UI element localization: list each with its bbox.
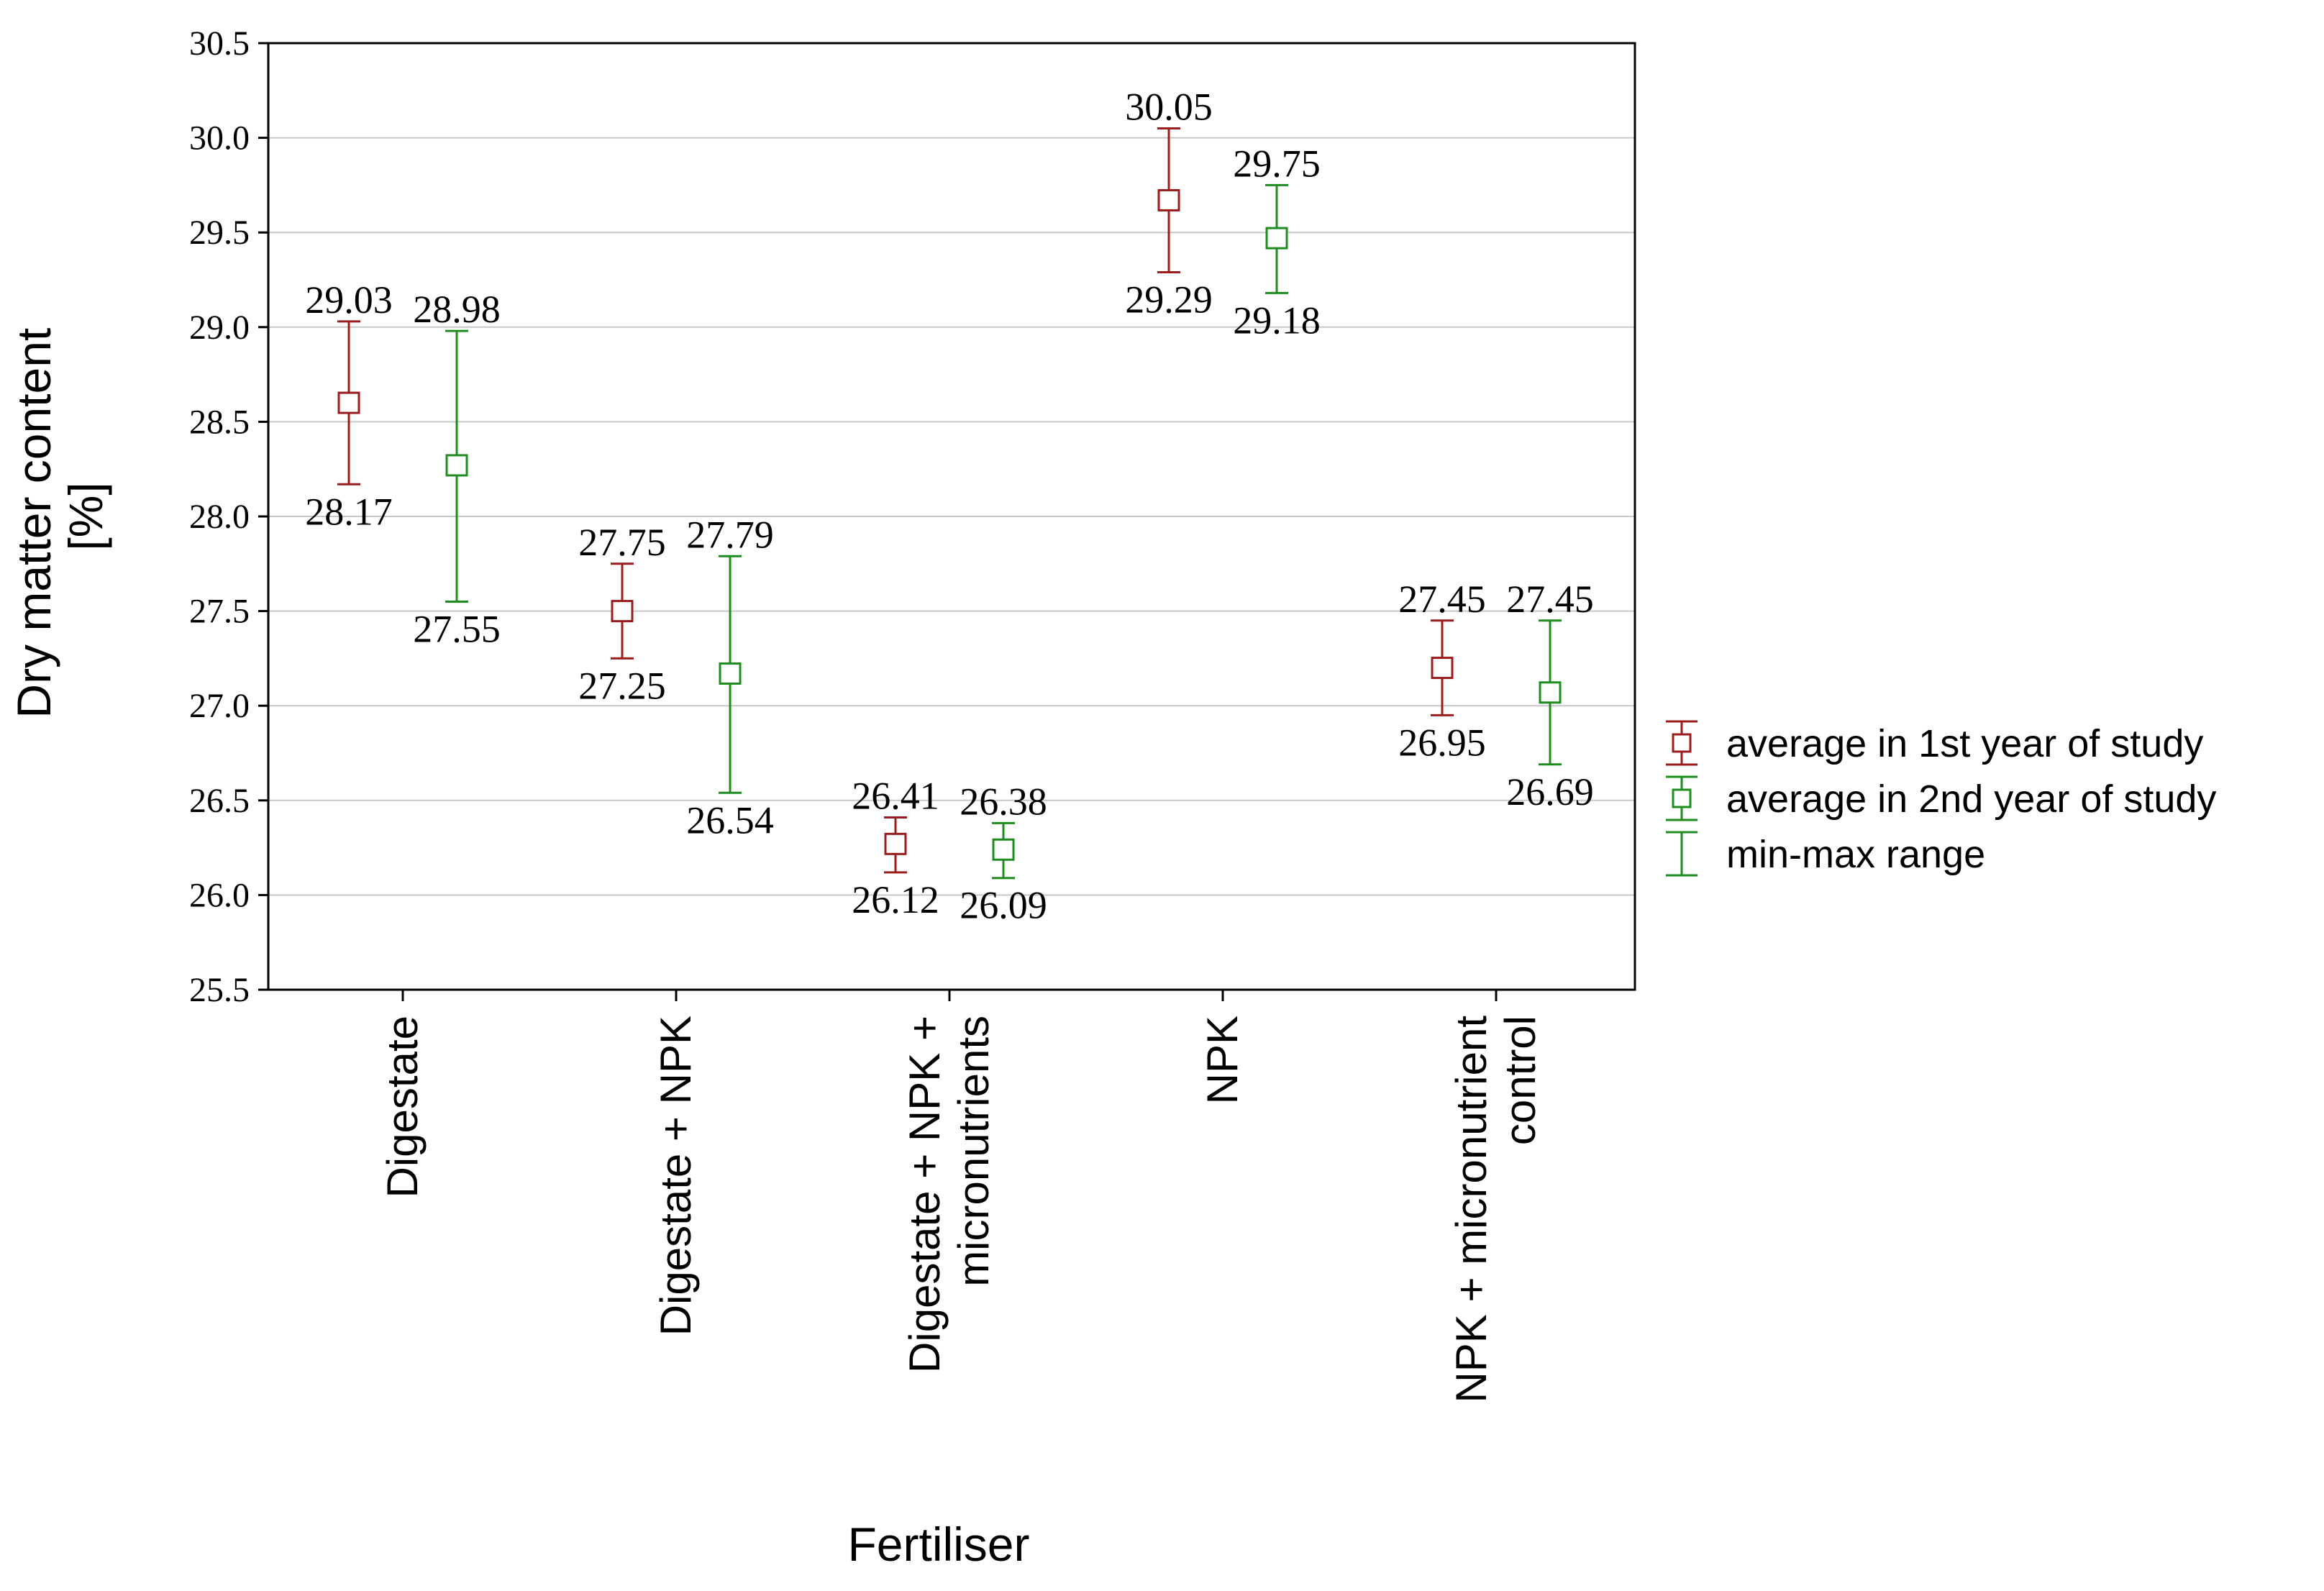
mean-point: [719, 662, 742, 685]
min-value-label: 29.29: [1125, 278, 1213, 321]
y-tick-label: 26.0: [189, 876, 250, 914]
mean-point: [445, 454, 468, 477]
y-axis-title-line1: Dry matter content: [7, 328, 60, 719]
mean-point: [337, 391, 360, 414]
y-tick-label: 27.0: [189, 687, 250, 725]
mean-point: [1539, 681, 1562, 704]
min-value-label: 27.25: [578, 664, 666, 707]
mean-point: [1157, 188, 1180, 211]
mean-point: [992, 838, 1015, 861]
x-category-label-line: NPK: [1198, 1016, 1247, 1104]
mean-point: [884, 832, 907, 855]
legend-label: average in 1st year of study: [1726, 722, 2203, 765]
y-tick-label: 29.5: [189, 214, 250, 252]
x-category-label: Digestate + NPK +micronutrients: [901, 1016, 998, 1373]
min-value-label: 26.95: [1398, 721, 1486, 764]
x-category-label: NPK: [1198, 1016, 1247, 1104]
legend-label: average in 2nd year of study: [1726, 778, 2216, 821]
x-axis: Digestate Digestate + NPK Digestate + NPK …: [378, 990, 1544, 1403]
series-1: 29.03 28.17 27.75 27.25 26.41 26.12 30.05 29.29…: [305, 85, 1486, 921]
data-series: 29.03 28.17 27.75 27.25 26.41 26.12 30.05 29.29…: [305, 85, 1594, 926]
x-category-label-line: control: [1496, 1016, 1544, 1145]
x-category-label-line: Digestate: [378, 1016, 427, 1198]
gridlines: [268, 137, 1635, 896]
x-category-label-line: Digestate + NPK +: [901, 1016, 949, 1373]
y-tick-label: 26.5: [189, 782, 250, 820]
max-value-label: 28.98: [413, 288, 501, 331]
y-tick-label: 28.0: [189, 498, 250, 536]
x-category-label-line: micronutrients: [949, 1016, 998, 1287]
y-tick-label: 27.5: [189, 593, 250, 631]
mean-point: [1265, 227, 1288, 250]
x-category-label: NPK + micronutrientcontrol: [1447, 1016, 1544, 1403]
y-axis: 25.5 26.0 26.5 27.0 27.5 28.0 28.5 29.0 29.5 30.0…: [189, 24, 268, 1009]
min-value-label: 26.54: [686, 798, 774, 842]
max-value-label: 30.05: [1125, 85, 1213, 128]
y-tick-label: 30.0: [189, 119, 250, 158]
legend-marker: [1672, 733, 1692, 753]
y-tick-label: 28.5: [189, 403, 250, 441]
min-value-label: 27.55: [413, 607, 501, 650]
max-value-label: 27.79: [686, 513, 774, 556]
max-value-label: 27.45: [1398, 578, 1486, 621]
legend-item: min-max range: [1666, 831, 1985, 877]
max-value-label: 26.41: [852, 774, 939, 817]
max-value-label: 27.75: [578, 521, 666, 564]
x-category-label-line: Digestate + NPK: [652, 1016, 700, 1336]
legend-label: min-max range: [1726, 833, 1985, 876]
legend-marker: [1672, 788, 1692, 808]
mean-point: [1431, 657, 1454, 680]
min-value-label: 26.69: [1506, 770, 1594, 813]
legend-item: average in 2nd year of study: [1666, 775, 2216, 821]
max-value-label: 27.45: [1506, 578, 1594, 621]
min-value-label: 26.09: [960, 884, 1047, 927]
x-category-label-line: NPK + micronutrient: [1447, 1016, 1495, 1403]
x-category-label: Digestate: [378, 1016, 427, 1198]
y-tick-label: 30.5: [189, 24, 250, 63]
x-category-label: Digestate + NPK: [652, 1016, 700, 1336]
min-value-label: 29.18: [1233, 298, 1321, 342]
y-tick-label: 25.5: [189, 971, 250, 1009]
min-value-label: 26.12: [852, 878, 939, 921]
series-2: 28.98 27.55 27.79 26.54 26.38 26.09 29.75 29.18…: [413, 142, 1594, 926]
y-axis-title: Dry matter content [%]: [7, 314, 112, 718]
max-value-label: 29.03: [305, 278, 393, 322]
mean-point: [611, 600, 634, 623]
y-axis-title-line2: [%]: [59, 482, 112, 550]
x-axis-title: Fertiliser: [847, 1518, 1029, 1571]
max-value-label: 26.38: [960, 780, 1047, 823]
legend: average in 1st year of study average in 2…: [1666, 720, 2216, 877]
legend-item: average in 1st year of study: [1666, 720, 2203, 766]
min-value-label: 28.17: [305, 490, 393, 533]
max-value-label: 29.75: [1233, 142, 1321, 185]
y-tick-label: 29.0: [189, 309, 250, 347]
